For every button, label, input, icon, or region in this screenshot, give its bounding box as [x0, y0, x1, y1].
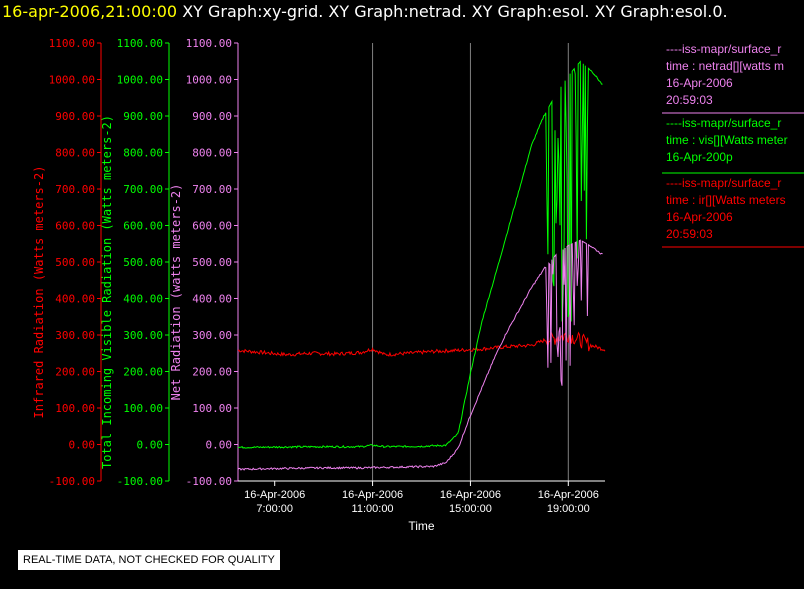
y-tick-label-ir: 1000.00: [49, 74, 95, 87]
y-tick-label-vis: 500.00: [123, 256, 163, 269]
legend-entry-text: 16-Apr-200p: [666, 150, 733, 164]
axes: 1100.00 1000.00 900.00 800.00 700.00 600.00 50…: [32, 37, 605, 533]
y-tick-label-vis: 1000.00: [117, 74, 163, 87]
y-tick-label-ir: 700.00: [55, 183, 95, 196]
legend-entry-text: ----iss-mapr/surface_r: [666, 42, 781, 56]
x-tick-date: 16-Apr-2006: [342, 489, 403, 501]
y-tick-label-vis: 700.00: [123, 183, 163, 196]
legend-entry-text: time : vis[][Watts meter: [666, 133, 788, 147]
y-tick-label-vis: 1100.00: [117, 37, 163, 50]
y-tick-label-vis: 900.00: [123, 110, 163, 123]
y-tick-label-netrad: 200.00: [192, 366, 232, 379]
x-tick-time: 11:00:00: [352, 503, 394, 515]
y-tick-label-ir: -100.00: [49, 475, 95, 488]
legend-entry-text: 20:59:03: [666, 93, 713, 107]
y-tick-label-vis: 800.00: [123, 147, 163, 160]
y-tick-label-ir: 300.00: [55, 329, 95, 342]
y-tick-label-vis: 100.00: [123, 402, 163, 415]
y-tick-label-ir: 0.00: [69, 439, 96, 452]
y-tick-label-ir: 100.00: [55, 402, 95, 415]
graph-header: 16-apr-2006,21:00:00 XY Graph:xy-grid. X…: [2, 1, 728, 23]
legend-entry-text: 16-Apr-2006: [666, 210, 733, 224]
y-tick-label-netrad: 500.00: [192, 256, 232, 269]
legend-entry-text: ----iss-mapr/surface_r: [666, 116, 781, 130]
x-tick-date: 16-Apr-2006: [244, 489, 305, 501]
y-tick-label-netrad: 0.00: [206, 439, 233, 452]
y-tick-label-vis: 0.00: [137, 439, 164, 452]
x-tick-date: 16-Apr-2006: [440, 489, 501, 501]
y-tick-label-netrad: -100.00: [186, 475, 232, 488]
y-tick-label-ir: 400.00: [55, 293, 95, 306]
y-axis-title-ir: Infrared Radiation (Watts meters-2): [32, 166, 46, 419]
x-tick-time: 7:00:00: [256, 503, 293, 515]
legend-entry-text: 20:59:03: [666, 227, 713, 241]
y-tick-label-vis: -100.00: [117, 475, 163, 488]
legend-entry-text: time : ir[][Watts meters: [666, 193, 786, 207]
y-axis-title-netrad: Net Radiation (watts meters-2): [169, 184, 183, 401]
y-tick-label-vis: 600.00: [123, 220, 163, 233]
y-tick-label-ir: 200.00: [55, 366, 95, 379]
y-tick-label-ir: 800.00: [55, 147, 95, 160]
legend-entry-text: time : netrad[][watts m: [666, 59, 784, 73]
y-tick-label-vis: 400.00: [123, 293, 163, 306]
y-tick-label-netrad: 300.00: [192, 329, 232, 342]
data-series: [237, 60, 606, 471]
legend-entry-text: 16-Apr-2006: [666, 76, 733, 90]
y-tick-label-netrad: 1100.00: [186, 37, 232, 50]
y-tick-label-netrad: 800.00: [192, 147, 232, 160]
x-tick-time: 19:00:00: [547, 503, 590, 515]
y-tick-label-netrad: 1000.00: [186, 74, 232, 87]
y-tick-label-netrad: 400.00: [192, 293, 232, 306]
y-tick-label-ir: 600.00: [55, 220, 95, 233]
series-line-netrad: [237, 239, 603, 471]
quality-notice: REAL-TIME DATA, NOT CHECKED FOR QUALITY: [18, 550, 280, 570]
y-tick-label-vis: 200.00: [123, 366, 163, 379]
y-tick-label-netrad: 700.00: [192, 183, 232, 196]
grid-lines: [372, 43, 569, 481]
y-tick-label-ir: 500.00: [55, 256, 95, 269]
y-tick-label-netrad: 600.00: [192, 220, 232, 233]
y-tick-label-netrad: 100.00: [192, 402, 232, 415]
series-line-ir: [237, 330, 606, 357]
x-tick-date: 16-Apr-2006: [538, 489, 599, 501]
legend-entry-text: ----iss-mapr/surface_r: [666, 176, 781, 190]
y-tick-label-ir: 900.00: [55, 110, 95, 123]
y-tick-label-vis: 300.00: [123, 329, 163, 342]
header-timestamp: 16-apr-2006,21:00:00: [2, 2, 178, 21]
x-tick-time: 15:00:00: [449, 503, 492, 515]
y-tick-label-ir: 1100.00: [49, 37, 95, 50]
x-axis-title: Time: [408, 519, 435, 533]
series-line-vis: [237, 60, 603, 449]
header-graph-list: XY Graph:xy-grid. XY Graph:netrad. XY Gr…: [182, 2, 728, 21]
y-axis-title-vis: Total Incoming Visible Radiation (Watts …: [100, 115, 114, 469]
y-tick-label-netrad: 900.00: [192, 110, 232, 123]
